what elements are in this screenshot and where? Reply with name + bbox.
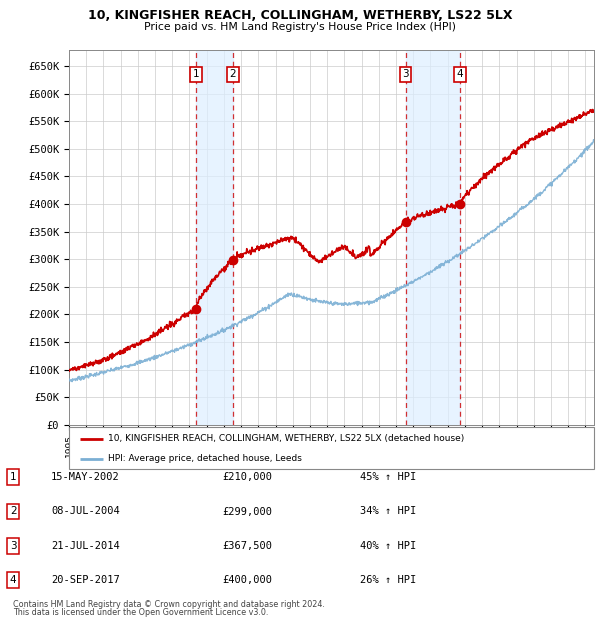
- Text: 40% ↑ HPI: 40% ↑ HPI: [360, 541, 416, 551]
- Text: 10, KINGFISHER REACH, COLLINGHAM, WETHERBY, LS22 5LX (detached house): 10, KINGFISHER REACH, COLLINGHAM, WETHER…: [109, 435, 464, 443]
- Text: Contains HM Land Registry data © Crown copyright and database right 2024.: Contains HM Land Registry data © Crown c…: [13, 600, 325, 609]
- Text: £299,000: £299,000: [222, 507, 272, 516]
- Text: 21-JUL-2014: 21-JUL-2014: [51, 541, 120, 551]
- Bar: [406, 50, 460, 425]
- Text: 1: 1: [193, 69, 199, 79]
- Text: This data is licensed under the Open Government Licence v3.0.: This data is licensed under the Open Gov…: [13, 608, 269, 617]
- Text: 2: 2: [10, 507, 17, 516]
- Text: 26% ↑ HPI: 26% ↑ HPI: [360, 575, 416, 585]
- Text: 15-MAY-2002: 15-MAY-2002: [51, 472, 120, 482]
- Text: £400,000: £400,000: [222, 575, 272, 585]
- Text: HPI: Average price, detached house, Leeds: HPI: Average price, detached house, Leed…: [109, 454, 302, 463]
- Text: 08-JUL-2004: 08-JUL-2004: [51, 507, 120, 516]
- Text: 2: 2: [230, 69, 236, 79]
- Text: £210,000: £210,000: [222, 472, 272, 482]
- Text: 20-SEP-2017: 20-SEP-2017: [51, 575, 120, 585]
- Bar: [196, 50, 233, 425]
- Text: 3: 3: [402, 69, 409, 79]
- Text: Price paid vs. HM Land Registry's House Price Index (HPI): Price paid vs. HM Land Registry's House …: [144, 22, 456, 32]
- Text: 34% ↑ HPI: 34% ↑ HPI: [360, 507, 416, 516]
- Text: 3: 3: [10, 541, 17, 551]
- Text: 1: 1: [10, 472, 17, 482]
- Text: 4: 4: [10, 575, 17, 585]
- Text: 10, KINGFISHER REACH, COLLINGHAM, WETHERBY, LS22 5LX: 10, KINGFISHER REACH, COLLINGHAM, WETHER…: [88, 9, 512, 22]
- Text: 45% ↑ HPI: 45% ↑ HPI: [360, 472, 416, 482]
- Text: 4: 4: [457, 69, 463, 79]
- Text: £367,500: £367,500: [222, 541, 272, 551]
